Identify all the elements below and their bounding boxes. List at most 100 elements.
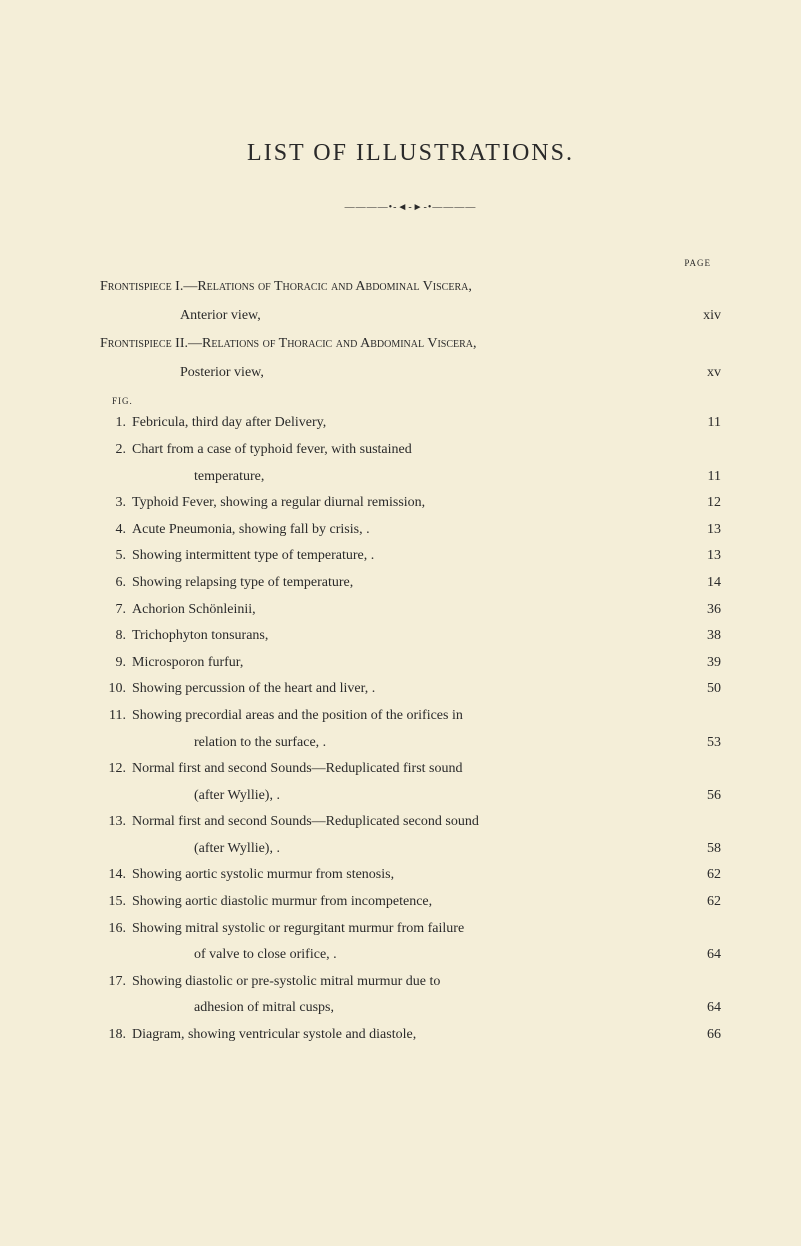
figure-page: 64 — [676, 995, 721, 1022]
figure-number: 14. — [100, 862, 132, 889]
figure-page: 14 — [676, 570, 721, 597]
figure-entry: 13.Normal first and second Sounds—Redupl… — [100, 809, 721, 836]
figure-entry: 14.Showing aortic systolic murmur from s… — [100, 862, 721, 889]
figure-number: 16. — [100, 916, 132, 943]
figure-entry: 18.Diagram, showing ventricular systole … — [100, 1022, 721, 1049]
figure-text: Typhoid Fever, showing a regular diurnal… — [132, 490, 676, 517]
figure-continuation-text: adhesion of mitral cusps, — [132, 995, 676, 1022]
figure-entry-continuation: relation to the surface, .53 — [100, 730, 721, 757]
figure-number: 18. — [100, 1022, 132, 1049]
figure-text: Normal first and second Sounds—Reduplica… — [132, 809, 676, 836]
figure-text: Showing aortic diastolic murmur from inc… — [132, 889, 676, 916]
frontispiece-heading: Frontispiece I.—Relations of Thoracic an… — [100, 274, 676, 301]
figure-number: 4. — [100, 517, 132, 544]
figure-entry: 7.Achorion Schönleinii,36 — [100, 597, 721, 624]
figure-page: 64 — [676, 942, 721, 969]
figure-entry: 9.Microsporon furfur,39 — [100, 650, 721, 677]
figure-page: 13 — [676, 517, 721, 544]
figure-continuation-text: of valve to close orifice, . — [132, 942, 676, 969]
figure-page: 11 — [676, 464, 721, 491]
page-title: LIST OF ILLUSTRATIONS. — [100, 140, 721, 167]
figure-continuation-text: (after Wyllie), . — [132, 836, 676, 863]
frontispiece-sub-text: Anterior view, — [180, 303, 676, 330]
figure-text: Showing intermittent type of temperature… — [132, 543, 676, 570]
figure-number: 2. — [100, 437, 132, 464]
figure-text: Microsporon furfur, — [132, 650, 676, 677]
fig-column-label: FIG. — [100, 396, 721, 406]
figure-number: 17. — [100, 969, 132, 996]
figures-list: 1.Febricula, third day after Delivery,11… — [100, 410, 721, 1048]
frontispiece-subentry: Anterior view, xiv — [100, 303, 721, 330]
figure-text: Showing precordial areas and the positio… — [132, 703, 676, 730]
figure-number: 8. — [100, 623, 132, 650]
figure-number: 5. — [100, 543, 132, 570]
figure-entry-continuation: of valve to close orifice, .64 — [100, 942, 721, 969]
figure-page: 36 — [676, 597, 721, 624]
figure-text: Showing aortic systolic murmur from sten… — [132, 862, 676, 889]
figure-page: 12 — [676, 490, 721, 517]
frontispiece-page-num: xv — [676, 360, 721, 387]
figure-text: Showing diastolic or pre-systolic mitral… — [132, 969, 676, 996]
figure-text: Acute Pneumonia, showing fall by crisis,… — [132, 517, 676, 544]
figure-page: 38 — [676, 623, 721, 650]
figure-text: Febricula, third day after Delivery, — [132, 410, 676, 437]
figure-number: 6. — [100, 570, 132, 597]
figure-text: Showing relapsing type of temperature, — [132, 570, 676, 597]
figure-entry: 3.Typhoid Fever, showing a regular diurn… — [100, 490, 721, 517]
figure-text: Diagram, showing ventricular systole and… — [132, 1022, 676, 1049]
figure-entry: 5.Showing intermittent type of temperatu… — [100, 543, 721, 570]
figure-entry: 4.Acute Pneumonia, showing fall by crisi… — [100, 517, 721, 544]
figure-text: Trichophyton tonsurans, — [132, 623, 676, 650]
figure-entry: 17.Showing diastolic or pre-systolic mit… — [100, 969, 721, 996]
figure-entry: 1.Febricula, third day after Delivery,11 — [100, 410, 721, 437]
figure-page: 39 — [676, 650, 721, 677]
figure-page: 13 — [676, 543, 721, 570]
figure-entry-continuation: temperature,11 — [100, 464, 721, 491]
figure-entry: 15.Showing aortic diastolic murmur from … — [100, 889, 721, 916]
figure-page: 53 — [676, 730, 721, 757]
figure-entry: 12.Normal first and second Sounds—Redupl… — [100, 756, 721, 783]
figure-page: 66 — [676, 1022, 721, 1049]
page-column-label: PAGE — [100, 258, 721, 268]
frontispiece-subentry: Posterior view, xv — [100, 360, 721, 387]
figure-page: 11 — [676, 410, 721, 437]
figure-entry: 2.Chart from a case of typhoid fever, wi… — [100, 437, 721, 464]
frontispiece-sub-text: Posterior view, — [180, 360, 676, 387]
figure-number: 15. — [100, 889, 132, 916]
figure-text: Showing mitral systolic or regurgitant m… — [132, 916, 676, 943]
figure-entry: 8.Trichophyton tonsurans,38 — [100, 623, 721, 650]
figure-entry-continuation: adhesion of mitral cusps,64 — [100, 995, 721, 1022]
figure-entry: 6.Showing relapsing type of temperature,… — [100, 570, 721, 597]
figure-text: Achorion Schönleinii, — [132, 597, 676, 624]
figure-number: 10. — [100, 676, 132, 703]
figure-number: 7. — [100, 597, 132, 624]
divider-ornament: ————•-◄-►-•———— — [100, 202, 721, 213]
frontispiece-entry: Frontispiece I.—Relations of Thoracic an… — [100, 274, 721, 301]
figure-entry-continuation: (after Wyllie), .58 — [100, 836, 721, 863]
frontispiece-heading: Frontispiece II.—Relations of Thoracic a… — [100, 331, 676, 358]
figure-continuation-text: (after Wyllie), . — [132, 783, 676, 810]
frontispiece-section: Frontispiece I.—Relations of Thoracic an… — [100, 274, 721, 386]
figure-entry-continuation: (after Wyllie), .56 — [100, 783, 721, 810]
figure-number: 9. — [100, 650, 132, 677]
figure-continuation-text: relation to the surface, . — [132, 730, 676, 757]
figure-number: 13. — [100, 809, 132, 836]
figure-entry: 10.Showing percussion of the heart and l… — [100, 676, 721, 703]
figure-text: Showing percussion of the heart and live… — [132, 676, 676, 703]
figure-page: 58 — [676, 836, 721, 863]
figure-page: 56 — [676, 783, 721, 810]
figure-text: Chart from a case of typhoid fever, with… — [132, 437, 676, 464]
figure-text: Normal first and second Sounds—Reduplica… — [132, 756, 676, 783]
frontispiece-page-num: xiv — [676, 303, 721, 330]
figure-entry: 11.Showing precordial areas and the posi… — [100, 703, 721, 730]
figure-page: 62 — [676, 889, 721, 916]
figure-number: 12. — [100, 756, 132, 783]
figure-number: 1. — [100, 410, 132, 437]
figure-number: 3. — [100, 490, 132, 517]
frontispiece-entry: Frontispiece II.—Relations of Thoracic a… — [100, 331, 721, 358]
figure-entry: 16.Showing mitral systolic or regurgitan… — [100, 916, 721, 943]
figure-continuation-text: temperature, — [132, 464, 676, 491]
figure-page: 50 — [676, 676, 721, 703]
figure-page: 62 — [676, 862, 721, 889]
figure-number: 11. — [100, 703, 132, 730]
